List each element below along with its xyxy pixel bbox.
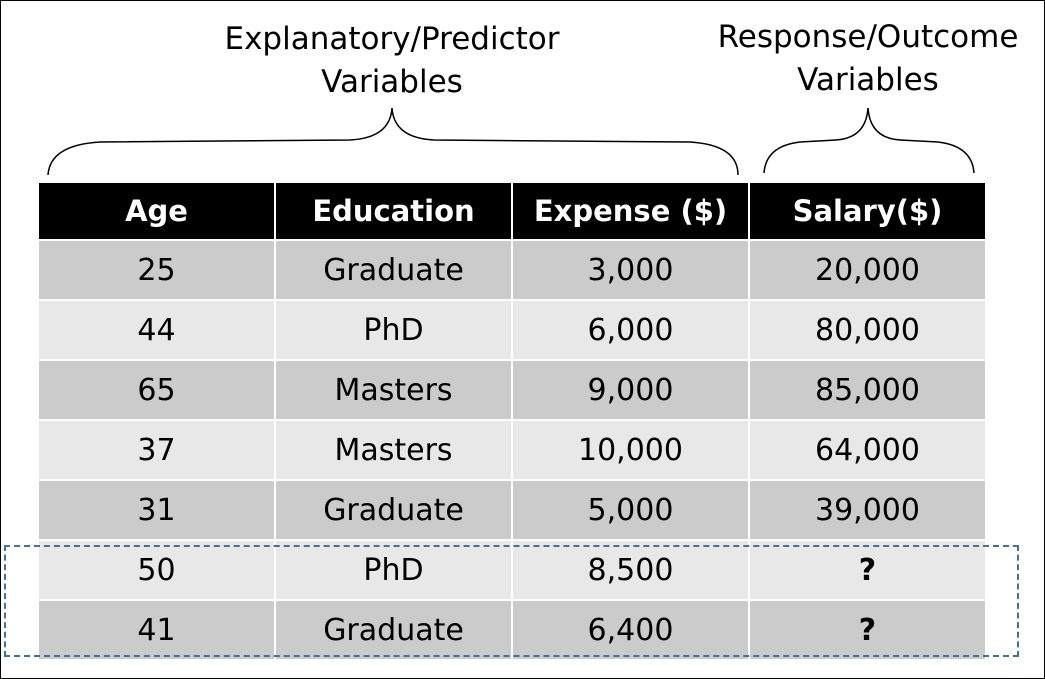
table-row-unknown: 50 PhD 8,500 ? — [37, 539, 987, 601]
cell-expense: 8,500 — [511, 539, 750, 601]
cell-education: Graduate — [274, 599, 513, 661]
table-row: 65 Masters 9,000 85,000 — [37, 359, 987, 421]
data-table: Age Education Expense ($) Salary($) 25 G… — [37, 181, 987, 661]
response-label-line2: Variables — [797, 62, 939, 98]
header-age: Age — [37, 181, 276, 241]
cell-salary: 64,000 — [748, 419, 987, 481]
cell-age: 25 — [37, 239, 276, 301]
predictor-label-line2: Variables — [321, 64, 463, 100]
response-variables-label: Response/Outcome Variables — [698, 16, 1038, 102]
cell-salary: 20,000 — [748, 239, 987, 301]
cell-expense: 6,000 — [511, 299, 750, 361]
cell-expense: 3,000 — [511, 239, 750, 301]
table-row: 44 PhD 6,000 80,000 — [37, 299, 987, 361]
cell-expense: 6,400 — [511, 599, 750, 661]
cell-education: Graduate — [274, 239, 513, 301]
cell-education: PhD — [274, 539, 513, 601]
table-row: 25 Graduate 3,000 20,000 — [37, 239, 987, 301]
cell-expense: 10,000 — [511, 419, 750, 481]
cell-education: PhD — [274, 299, 513, 361]
cell-age: 50 — [37, 539, 276, 601]
cell-salary: 39,000 — [748, 479, 987, 541]
header-education: Education — [274, 181, 513, 241]
cell-expense: 9,000 — [511, 359, 750, 421]
table-row: 31 Graduate 5,000 39,000 — [37, 479, 987, 541]
predictor-label-line1: Explanatory/Predictor — [224, 21, 560, 57]
cell-age: 31 — [37, 479, 276, 541]
header-expense: Expense ($) — [511, 181, 750, 241]
cell-salary: 85,000 — [748, 359, 987, 421]
cell-age: 44 — [37, 299, 276, 361]
table-header-row: Age Education Expense ($) Salary($) — [37, 181, 987, 241]
cell-education: Masters — [274, 359, 513, 421]
cell-age: 65 — [37, 359, 276, 421]
cell-expense: 5,000 — [511, 479, 750, 541]
cell-education: Graduate — [274, 479, 513, 541]
response-brace — [763, 107, 975, 174]
predictor-brace — [47, 107, 739, 176]
cell-salary-unknown: ? — [748, 539, 987, 601]
header-salary: Salary($) — [748, 181, 987, 241]
cell-age: 41 — [37, 599, 276, 661]
table-row-unknown: 41 Graduate 6,400 ? — [37, 599, 987, 661]
cell-age: 37 — [37, 419, 276, 481]
predictor-variables-label: Explanatory/Predictor Variables — [192, 18, 592, 104]
cell-salary-unknown: ? — [748, 599, 987, 661]
unknown-rows-highlight — [4, 545, 1019, 657]
response-label-line1: Response/Outcome — [717, 19, 1019, 55]
table-row: 37 Masters 10,000 64,000 — [37, 419, 987, 481]
cell-education: Masters — [274, 419, 513, 481]
cell-salary: 80,000 — [748, 299, 987, 361]
